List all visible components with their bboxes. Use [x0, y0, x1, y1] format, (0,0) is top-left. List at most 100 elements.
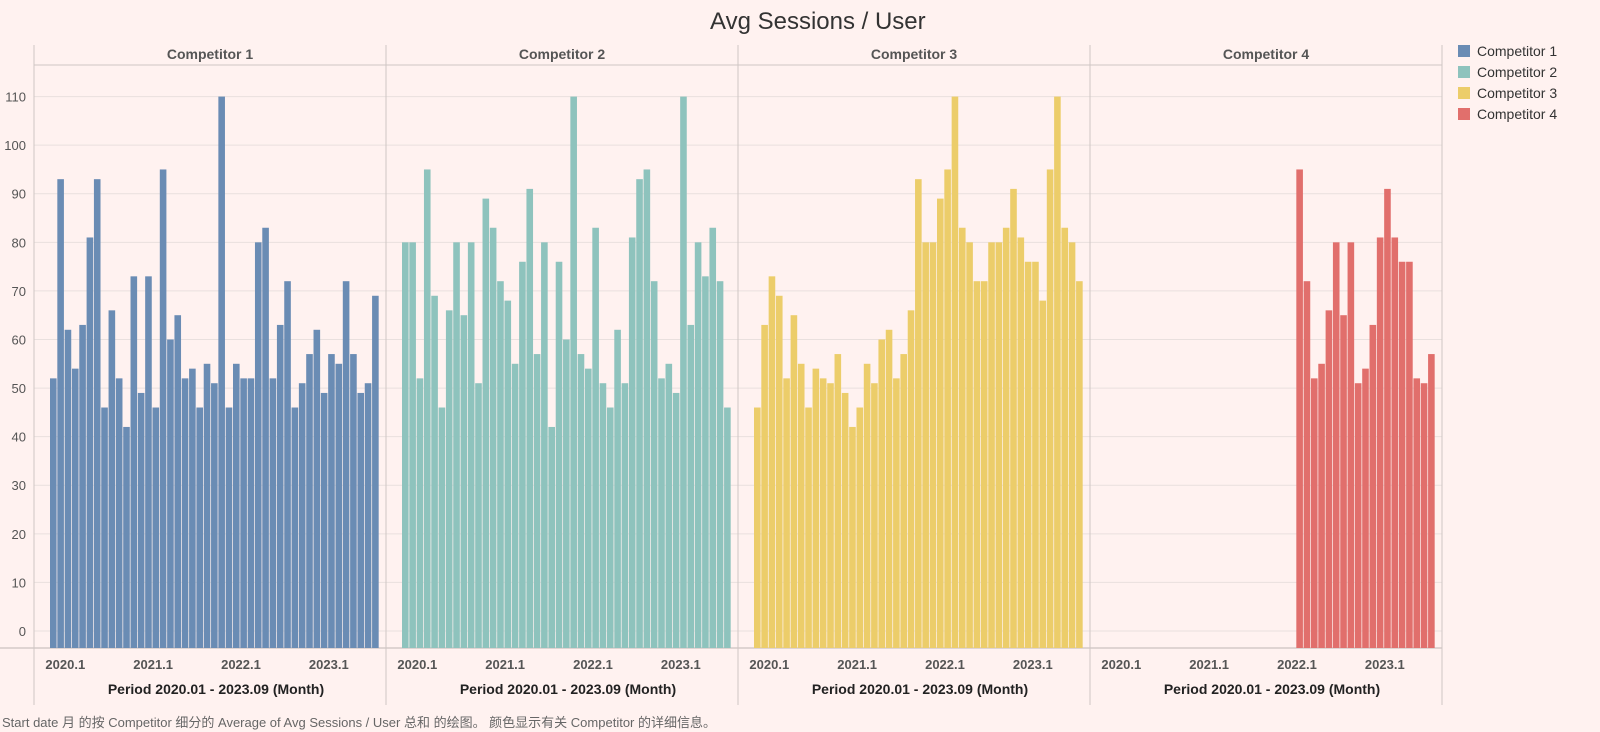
bar — [276, 324, 284, 648]
x-tick-label: 2020.1 — [45, 657, 85, 672]
panel-title: Competitor 2 — [519, 46, 606, 62]
bar — [1296, 169, 1303, 648]
bar — [585, 368, 592, 648]
bar — [181, 378, 189, 648]
bar — [915, 179, 922, 648]
y-tick-label: 60 — [12, 332, 26, 347]
x-tick-label: 2022.1 — [1277, 657, 1317, 672]
bar — [1391, 237, 1399, 649]
bar — [1384, 188, 1391, 648]
bar — [357, 392, 365, 648]
bar — [79, 324, 86, 648]
bar — [93, 179, 101, 648]
bar — [416, 378, 424, 648]
bar — [995, 242, 1003, 648]
bar — [342, 281, 350, 648]
bar — [1340, 315, 1347, 648]
bar — [1032, 261, 1039, 648]
x-tick-label: 2022.1 — [925, 657, 965, 672]
panel-title: Competitor 3 — [871, 46, 958, 62]
bar — [475, 383, 482, 648]
bar — [64, 329, 72, 648]
y-tick-label: 0 — [19, 624, 26, 639]
bar — [570, 96, 577, 649]
x-tick-label: 2020.1 — [749, 657, 789, 672]
bar — [871, 383, 878, 648]
bar — [1002, 227, 1010, 649]
x-tick-label: 2023.1 — [1365, 657, 1405, 672]
bar — [643, 169, 651, 648]
bar — [577, 354, 585, 648]
bar — [225, 407, 233, 648]
bar — [497, 281, 504, 648]
legend-label: Competitor 3 — [1477, 85, 1557, 101]
bar — [893, 378, 900, 648]
bar — [768, 276, 776, 648]
bar — [372, 295, 379, 648]
bar — [328, 354, 335, 648]
y-tick-label: 50 — [12, 381, 26, 396]
bar — [929, 242, 937, 648]
bar — [563, 339, 570, 648]
bar — [137, 392, 145, 648]
bar — [797, 363, 805, 648]
bar — [86, 237, 94, 649]
bar — [980, 281, 988, 648]
bar — [1010, 188, 1017, 648]
bar — [467, 242, 475, 648]
bar — [526, 188, 534, 648]
bar — [203, 363, 211, 648]
bar — [944, 169, 951, 648]
bar — [284, 281, 291, 648]
bar — [628, 237, 636, 649]
bar — [636, 179, 643, 648]
legend-label: Competitor 4 — [1477, 106, 1557, 122]
bar — [482, 198, 490, 648]
x-tick-label: 2022.1 — [573, 657, 613, 672]
chart-caption: Start date 月 的按 Competitor 细分的 Average o… — [2, 715, 716, 730]
bar — [108, 310, 116, 648]
bar — [313, 329, 321, 648]
legend-label: Competitor 1 — [1477, 43, 1557, 59]
bar — [694, 242, 702, 648]
bar — [775, 295, 783, 648]
bar — [423, 169, 431, 648]
legend-swatch — [1458, 87, 1470, 99]
legend-swatch — [1458, 45, 1470, 57]
bar — [548, 426, 555, 648]
bar — [592, 227, 599, 649]
panel-title: Competitor 1 — [167, 46, 254, 62]
legend-swatch — [1458, 108, 1470, 120]
bar — [71, 368, 79, 648]
bar — [863, 363, 871, 648]
bar — [958, 227, 966, 649]
x-tick-label: 2023.1 — [309, 657, 349, 672]
bar — [1420, 383, 1428, 648]
x-tick-label: 2021.1 — [1189, 657, 1229, 672]
y-tick-label: 100 — [4, 138, 26, 153]
bar — [754, 407, 761, 648]
bar — [606, 407, 614, 648]
bar — [599, 383, 607, 648]
bar — [1054, 96, 1061, 649]
bar — [841, 392, 849, 648]
bar — [856, 407, 864, 648]
bar — [1046, 169, 1054, 648]
bar — [130, 276, 138, 648]
y-tick-label: 20 — [12, 527, 26, 542]
bar — [1354, 383, 1362, 648]
bar — [145, 276, 152, 648]
bar — [1017, 237, 1025, 649]
bar — [159, 169, 167, 648]
y-tick-label: 90 — [12, 187, 26, 202]
bar — [291, 407, 299, 648]
bar — [167, 339, 174, 648]
bar — [533, 354, 541, 648]
x-axis-label: Period 2020.01 - 2023.09 (Month) — [812, 681, 1028, 697]
bar — [849, 426, 856, 648]
bar — [519, 261, 526, 648]
bar — [504, 300, 512, 648]
y-tick-label: 40 — [12, 430, 26, 445]
bar — [240, 378, 247, 648]
bar — [973, 281, 981, 648]
